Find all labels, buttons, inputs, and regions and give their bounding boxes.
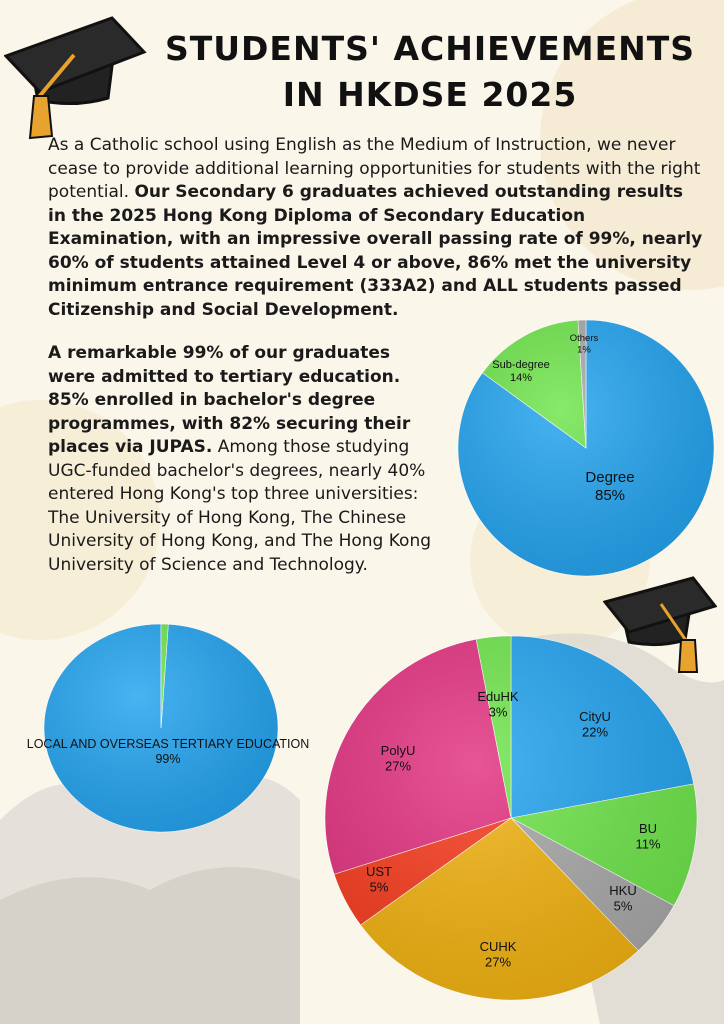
tertiary-text: Among those studying UGC-funded bachelor… (48, 437, 432, 575)
pie-label-cityu: CityU (579, 709, 611, 724)
pie-label-polyu: PolyU (381, 743, 416, 758)
pie-value-polyu: 27% (385, 759, 411, 774)
graduation-cap-icon (603, 576, 717, 673)
pie-value-local-and-overseas-tertiary-education: 99% (155, 752, 180, 766)
pie-label-ust: UST (366, 864, 392, 879)
intro-paragraph: As a Catholic school using English as th… (48, 134, 704, 322)
pie-label-cuhk: CUHK (480, 939, 517, 954)
pie-value-degree: 85% (595, 487, 625, 504)
pie-label-others: Others (570, 333, 599, 344)
pie-value-hku: 5% (614, 899, 633, 914)
pie-value-bu: 11% (635, 837, 660, 852)
pie-value-cityu: 22% (582, 725, 608, 740)
graduation-cap-icon (4, 16, 147, 140)
pie-label-eduhk: EduHK (477, 689, 519, 704)
pie-label-sub-degree: Sub-degree (492, 359, 550, 371)
pie-label-hku: HKU (609, 883, 636, 898)
pie-value-others: 1% (577, 344, 591, 355)
university-distribution-pie-chart: CityU22%BU11%HKU5%CUHK27%UST5%PolyU27%Ed… (324, 635, 698, 1001)
tertiary-paragraph: A remarkable 99% of our graduates were a… (48, 342, 438, 577)
pie-label-local-and-overseas-tertiary-education: LOCAL AND OVERSEAS TERTIARY EDUCATION (27, 737, 310, 751)
intro-text: As a Catholic school using English as th… (48, 135, 701, 202)
pie-value-eduhk: 3% (489, 705, 508, 720)
page-title: STUDENTS' ACHIEVEMENTS IN HKDSE 2025 (164, 29, 696, 114)
pie-value-ust: 5% (370, 880, 389, 895)
intro-highlight: Our Secondary 6 graduates achieved outst… (48, 182, 703, 320)
tertiary-highlight: A remarkable 99% of our graduates were a… (48, 343, 411, 457)
pie-label-bu: BU (639, 821, 657, 836)
pie-value-cuhk: 27% (485, 955, 511, 970)
pie-label-degree: Degree (585, 469, 634, 486)
pie-value-sub-degree: 14% (510, 372, 532, 384)
